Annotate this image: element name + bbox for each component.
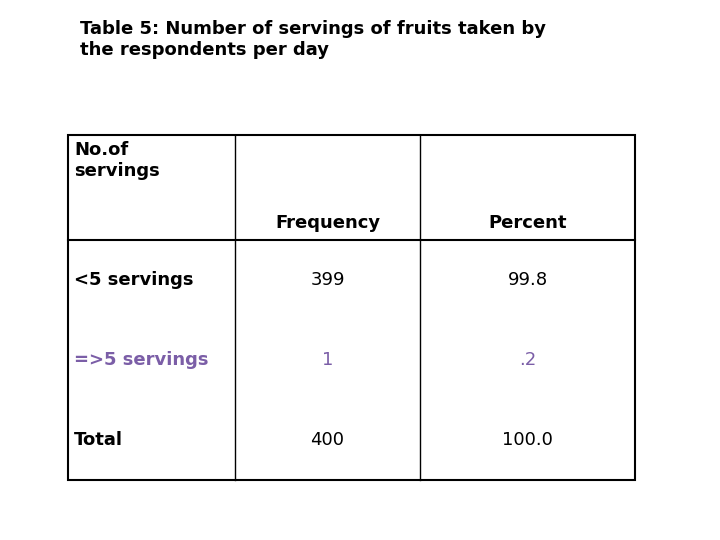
Text: .2: .2	[519, 351, 536, 369]
Text: 400: 400	[310, 431, 344, 449]
Text: Percent: Percent	[488, 214, 567, 232]
Text: No.of
servings: No.of servings	[74, 141, 160, 180]
Bar	[68, 135, 635, 480]
Text: <5 servings: <5 servings	[74, 271, 194, 289]
Text: Table 5: Number of servings of fruits taken by
the respondents per day: Table 5: Number of servings of fruits ta…	[80, 20, 546, 59]
Text: 100.0: 100.0	[502, 431, 553, 449]
Text: Frequency: Frequency	[275, 214, 380, 232]
Text: =>5 servings: =>5 servings	[74, 351, 209, 369]
Text: Total: Total	[74, 431, 123, 449]
Text: 99.8: 99.8	[508, 271, 548, 289]
Text: 1: 1	[322, 351, 333, 369]
Text: 399: 399	[310, 271, 345, 289]
